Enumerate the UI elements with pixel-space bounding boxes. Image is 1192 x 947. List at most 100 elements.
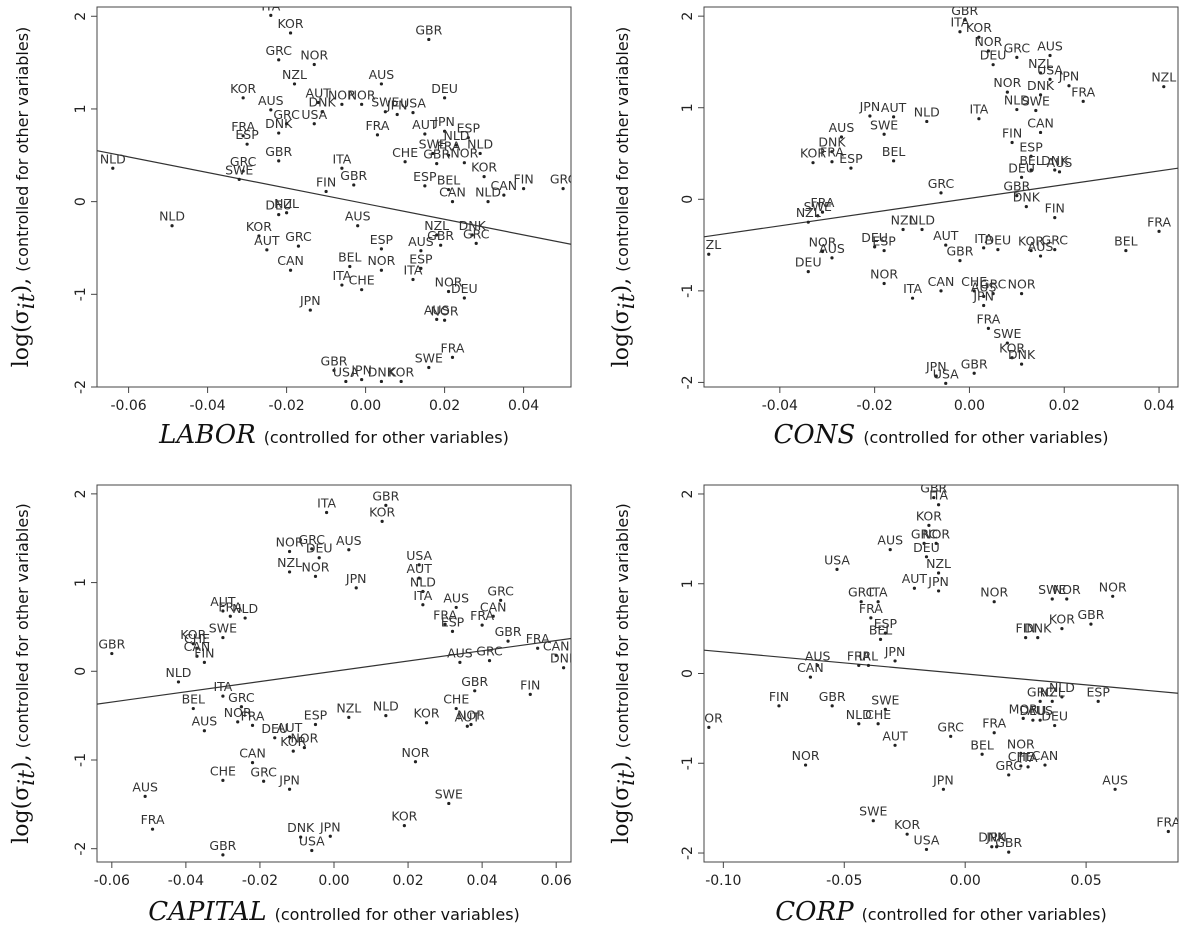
- data-point: [1038, 254, 1043, 258]
- data-point: [324, 510, 329, 515]
- fit-line: [97, 150, 571, 245]
- y-tick-label: 2: [680, 490, 696, 499]
- data-point: [934, 541, 938, 545]
- point-label: NOR: [922, 526, 950, 541]
- point-label: FRA: [1071, 84, 1095, 99]
- point-label: SWE: [870, 117, 898, 132]
- data-point: [995, 845, 999, 849]
- x-tick-label: 0.05: [1071, 873, 1102, 889]
- point-label: GBR: [920, 481, 947, 496]
- data-point: [310, 547, 314, 551]
- y-axis-title: log(σit), (controlled for other variables…: [9, 27, 40, 368]
- x-axis-variable: CORP: [775, 897, 854, 927]
- point-label: NOR: [300, 47, 328, 62]
- point-label: KOR: [999, 341, 1025, 356]
- point-label: DNK: [978, 830, 1006, 845]
- point-label: AUS: [829, 120, 855, 135]
- data-point: [528, 692, 532, 696]
- data-point: [419, 249, 423, 253]
- y-axis-title: log(σit), (controlled for other variables…: [609, 503, 640, 844]
- data-point: [811, 161, 815, 165]
- point-label: AUS: [132, 779, 158, 794]
- data-point: [288, 31, 293, 35]
- data-point: [316, 100, 320, 105]
- point-label: AUT: [882, 728, 908, 743]
- point-label: GBR: [209, 838, 236, 853]
- data-point: [439, 243, 443, 247]
- data-point: [925, 119, 929, 124]
- y-axis-title: log(σit), (controlled for other variables…: [609, 27, 640, 368]
- point-label: USA: [301, 107, 327, 122]
- data-point: [1096, 699, 1100, 703]
- data-point: [317, 556, 321, 560]
- point-label: NOR: [302, 559, 330, 574]
- data-point: [1019, 764, 1023, 768]
- point-label: NLD: [165, 665, 191, 680]
- plot-frame: [703, 6, 1179, 388]
- point-label: JPN: [972, 289, 994, 304]
- point-label: GBR: [372, 488, 399, 503]
- y-tick-label: 1: [680, 579, 696, 588]
- x-axis-variable: LABOR: [158, 420, 256, 450]
- data-point: [707, 252, 711, 256]
- data-point: [1019, 292, 1024, 296]
- point-label: JPN: [345, 571, 367, 586]
- point-label: AUT: [407, 561, 433, 576]
- point-label: AUS: [1102, 772, 1128, 787]
- data-point: [1081, 99, 1085, 103]
- point-label: FRA: [859, 601, 883, 616]
- x-axis-variable: CAPITAL: [148, 897, 266, 927]
- point-label: SWE: [1038, 582, 1066, 597]
- data-point: [344, 379, 348, 384]
- data-point: [340, 102, 344, 106]
- data-point: [888, 548, 892, 552]
- point-label: GBR: [495, 624, 522, 639]
- data-point: [1166, 829, 1170, 834]
- point-label: NOR: [1053, 582, 1081, 597]
- point-label: JPN: [350, 363, 372, 378]
- y-tick-label: -2: [73, 380, 89, 394]
- data-point: [922, 541, 926, 545]
- point-label: ITA: [903, 281, 922, 296]
- point-label: DNK: [1041, 153, 1069, 168]
- point-label: ESP: [370, 232, 394, 247]
- data-point: [830, 256, 834, 260]
- point-label: FRA: [1156, 814, 1180, 829]
- data-point: [1029, 248, 1033, 253]
- point-label: AUT: [254, 233, 280, 248]
- scatter-panel-1: -0.06 -0.04 -0.02 0.00 0.02 0.04 -2 -1 0 1 2 ITA KOR…: [9, 6, 577, 450]
- data-point: [191, 642, 195, 646]
- point-label: GRC: [550, 172, 577, 187]
- y-axis-close: ),: [9, 754, 34, 770]
- point-label: ITA: [1019, 750, 1038, 765]
- point-label: NOR: [431, 303, 459, 318]
- data-point: [986, 326, 991, 330]
- point-label: KOR: [966, 20, 992, 35]
- data-point: [191, 706, 195, 711]
- point-label: KOR: [471, 160, 497, 175]
- x-tick-label: -0.02: [268, 398, 304, 414]
- data-point: [265, 248, 269, 252]
- y-axis-close: ),: [609, 278, 634, 294]
- point-label: NZL: [1040, 684, 1065, 699]
- y-axis-subscript: it: [15, 293, 40, 309]
- point-label: FRA: [241, 708, 265, 723]
- data-point: [869, 616, 873, 620]
- point-label: AUS: [971, 279, 997, 294]
- data-point: [972, 289, 976, 293]
- data-point: [470, 233, 474, 237]
- point-label: DEU: [1041, 709, 1068, 724]
- point-label: AUS: [192, 714, 218, 729]
- data-point: [936, 503, 941, 507]
- point-label: USA: [333, 364, 359, 379]
- data-point: [905, 832, 909, 836]
- data-point: [221, 778, 225, 782]
- point-label: GRC: [928, 176, 955, 191]
- x-tick-label: -0.05: [826, 873, 862, 889]
- data-point: [982, 303, 986, 308]
- data-point: [287, 735, 292, 739]
- point-label: CAN: [439, 185, 466, 200]
- data-point: [883, 707, 887, 712]
- x-tick-label: 0.02: [1049, 398, 1080, 414]
